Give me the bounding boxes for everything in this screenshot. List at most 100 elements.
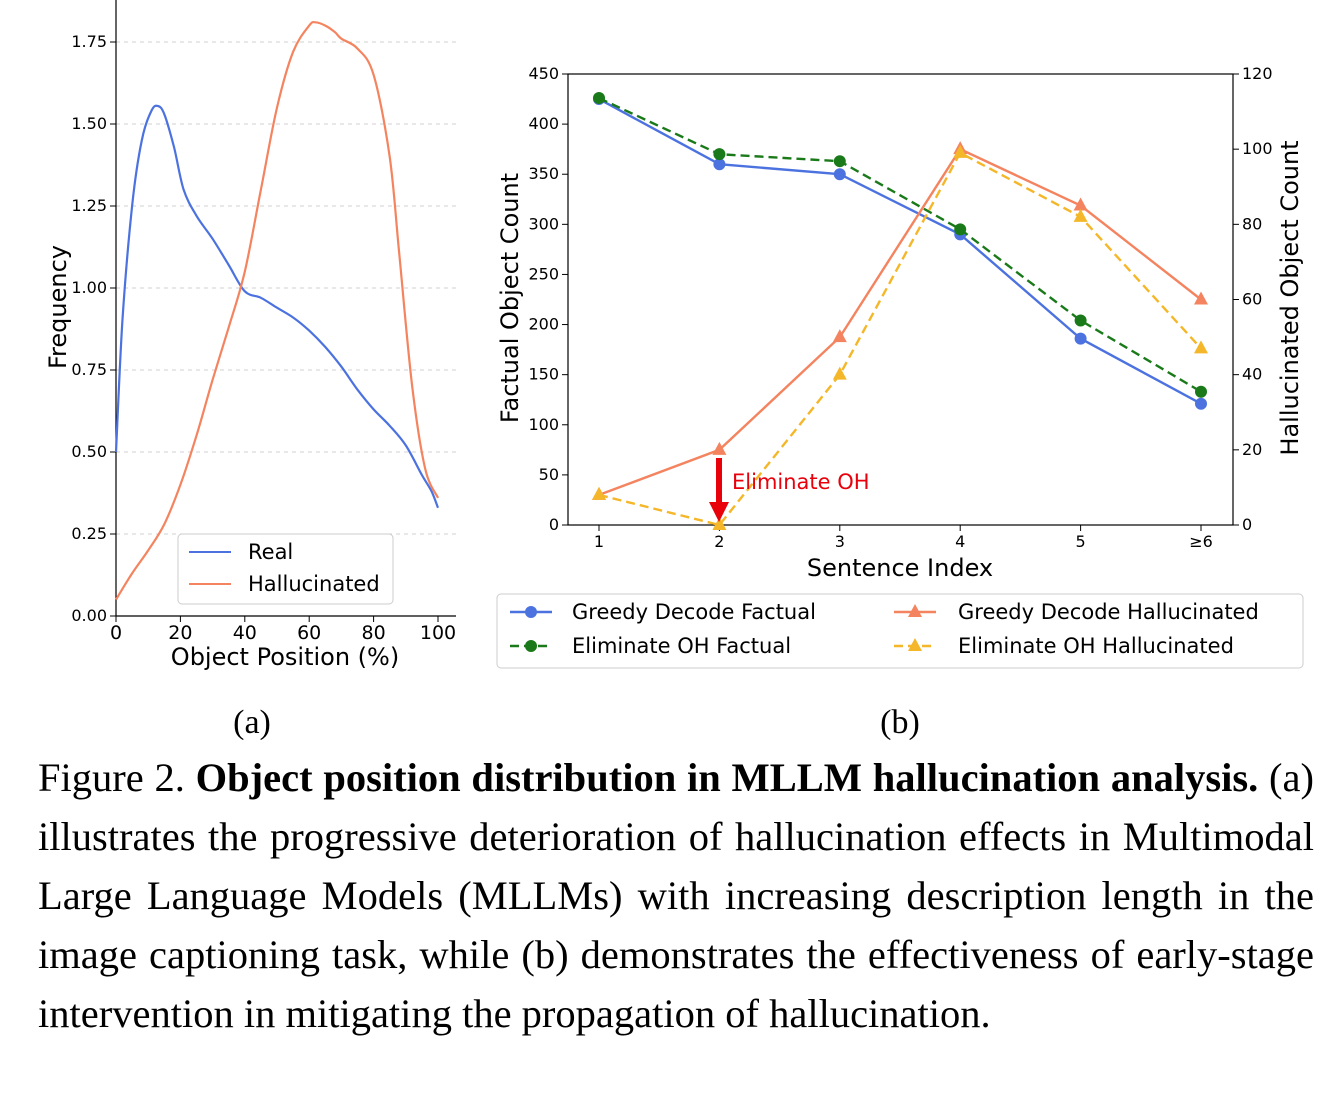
data-point-greedy-decode-hallucinated bbox=[712, 441, 727, 455]
legend-label-eliminate-hallucinated: Eliminate OH Hallucinated bbox=[958, 634, 1234, 658]
x-tick-label: 5 bbox=[1076, 532, 1086, 551]
legend-label-greedy-hallucinated: Greedy Decode Hallucinated bbox=[958, 600, 1259, 624]
chart-a: 0.00 0.25 0.50 0.75 1.00 1.25 1.50 1.75 0 20 40 60… bbox=[44, 0, 456, 740]
y-left-tick-label: 100 bbox=[528, 415, 559, 434]
x-tick-label: 2 bbox=[714, 532, 724, 551]
chart-a-x-label: Object Position (%) bbox=[171, 643, 399, 671]
y-tick-label: 1.50 bbox=[71, 114, 107, 133]
chart-b: 0 50 100 150 200 250 300 350 400 450 0 20 40 60 80 100… bbox=[496, 64, 1304, 740]
annotation-eliminate-oh: Eliminate OH bbox=[709, 458, 870, 522]
x-tick-label: 20 bbox=[168, 622, 192, 644]
y-tick-label: 1.25 bbox=[71, 196, 107, 215]
caption-title: Object position distribution in MLLM hal… bbox=[195, 755, 1259, 800]
legend-marker-eliminate-oh-hallucinated bbox=[908, 638, 922, 651]
chart-b-y-ticks-left: 0 50 100 150 200 250 300 350 400 450 bbox=[528, 64, 568, 534]
y-left-tick-label: 150 bbox=[528, 365, 559, 384]
chart-a-legend-box bbox=[177, 533, 394, 605]
x-tick-label: 1 bbox=[594, 532, 604, 551]
legend-marker-greedy-decode-hallucinated bbox=[908, 604, 922, 617]
data-point-greedy-decode-factual bbox=[1074, 332, 1087, 345]
chart-a-grid bbox=[116, 41, 456, 535]
y-tick-label: 1.00 bbox=[71, 278, 107, 297]
data-point-greedy-decode-factual bbox=[713, 158, 726, 171]
data-point-eliminate-oh-hallucinated bbox=[1194, 340, 1208, 354]
y-left-tick-label: 400 bbox=[528, 114, 559, 133]
chart-a-legend: Real Hallucinated bbox=[177, 533, 394, 605]
y-right-tick-label: 20 bbox=[1242, 440, 1262, 459]
data-point-eliminate-oh-factual bbox=[593, 92, 605, 105]
x-tick-label: 40 bbox=[233, 622, 257, 644]
chart-b-frame bbox=[567, 73, 1234, 526]
figure-canvas: 0.000.250.500.751.001.251.501.75 0 20 40 60… bbox=[44, 0, 1304, 740]
y-left-tick-label: 50 bbox=[539, 465, 559, 484]
series-line-eliminate-oh-factual bbox=[598, 97, 1202, 393]
figure-caption: Figure 2. Object position distribution i… bbox=[38, 748, 1314, 1043]
y-tick-label: 0.50 bbox=[71, 442, 107, 461]
x-tick-label: 100 bbox=[420, 622, 456, 644]
series-line-eliminate-oh-hallucinated bbox=[598, 151, 1202, 527]
chart-b-y-label-left: Factual Object Count bbox=[496, 173, 524, 423]
data-point-eliminate-oh-hallucinated bbox=[953, 144, 968, 158]
caption-body: (a) illustrates the progressive deterior… bbox=[38, 755, 1314, 1036]
x-tick-label: 3 bbox=[835, 532, 845, 551]
caption-prefix: Figure 2. bbox=[38, 755, 185, 800]
chart-a-y-label: Frequency bbox=[44, 245, 72, 369]
x-tick-label: ≥6 bbox=[1189, 532, 1213, 551]
annotation-arrow-head bbox=[709, 502, 729, 522]
chart-b-y-label-right: Hallucinated Object Count bbox=[1276, 140, 1304, 455]
data-point-eliminate-oh-factual bbox=[1195, 385, 1207, 398]
chart-b-x-ticks: 1 2 3 4 5 ≥6 bbox=[594, 525, 1213, 551]
chart-b-legend-marks bbox=[510, 604, 936, 652]
data-point-greedy-decode-factual bbox=[833, 168, 846, 181]
legend-marker-greedy-decode-factual bbox=[525, 606, 537, 618]
y-right-tick-label: 40 bbox=[1242, 365, 1262, 384]
chart-a-y-ticks: 0.00 0.25 0.50 0.75 1.00 1.25 1.50 1.75 bbox=[71, 32, 116, 625]
y-left-tick-label: 0 bbox=[549, 515, 559, 534]
y-left-tick-label: 250 bbox=[528, 264, 559, 283]
x-tick-label: 60 bbox=[297, 622, 321, 644]
data-point-greedy-decode-factual bbox=[1195, 397, 1207, 410]
chart-b-legend: Greedy Decode Factual Eliminate OH Factu… bbox=[496, 593, 1304, 669]
legend-label-eliminate-factual: Eliminate OH Factual bbox=[572, 634, 791, 658]
y-tick-label: 0.75 bbox=[71, 360, 107, 379]
y-right-tick-label: 120 bbox=[1242, 64, 1273, 83]
data-point-greedy-decode-hallucinated bbox=[1073, 197, 1088, 211]
data-point-eliminate-oh-factual bbox=[1074, 314, 1087, 327]
x-tick-label: 80 bbox=[362, 622, 386, 644]
chart-a-x-ticks: 0 20 40 60 80 100 bbox=[110, 616, 456, 644]
series-line-greedy-decode-hallucinated bbox=[598, 147, 1202, 497]
legend-marker-eliminate-oh-factual bbox=[525, 640, 537, 652]
chart-b-y-ticks-right: 0 20 40 60 80 100 120 bbox=[1233, 64, 1273, 534]
panel-label-a: (a) bbox=[233, 704, 271, 740]
x-tick-label: 4 bbox=[955, 532, 965, 551]
data-point-eliminate-oh-factual bbox=[833, 155, 846, 168]
y-right-tick-label: 60 bbox=[1242, 290, 1262, 309]
legend-label-real: Real bbox=[248, 540, 293, 564]
legend-label-greedy-factual: Greedy Decode Factual bbox=[572, 600, 816, 624]
y-left-tick-label: 350 bbox=[528, 164, 559, 183]
chart-a-series bbox=[114, 20, 440, 601]
data-point-eliminate-oh-hallucinated bbox=[1073, 208, 1088, 222]
series-line-real bbox=[114, 104, 440, 509]
series-line-greedy-decode-factual bbox=[598, 98, 1202, 405]
chart-b-x-label: Sentence Index bbox=[807, 554, 993, 582]
y-right-tick-label: 0 bbox=[1242, 515, 1252, 534]
y-left-tick-label: 200 bbox=[528, 315, 559, 334]
panel-label-b: (b) bbox=[880, 704, 920, 740]
x-tick-label: 0 bbox=[110, 622, 122, 644]
data-point-eliminate-oh-hallucinated bbox=[832, 366, 847, 380]
data-point-greedy-decode-hallucinated bbox=[832, 329, 847, 343]
y-tick-label: 1.75 bbox=[71, 32, 107, 51]
data-point-eliminate-oh-hallucinated bbox=[712, 517, 727, 530]
data-point-greedy-decode-hallucinated bbox=[1194, 291, 1208, 305]
y-left-tick-label: 450 bbox=[528, 64, 559, 83]
y-tick-label: 0.00 bbox=[71, 606, 107, 625]
y-tick-label: 0.25 bbox=[71, 524, 107, 543]
data-point-eliminate-oh-hallucinated bbox=[592, 486, 606, 500]
y-right-tick-label: 100 bbox=[1242, 139, 1273, 158]
series-line-hallucinated bbox=[115, 20, 440, 601]
y-right-tick-label: 80 bbox=[1242, 214, 1262, 233]
y-left-tick-label: 300 bbox=[528, 214, 559, 233]
annotation-text: Eliminate OH bbox=[732, 470, 870, 494]
chart-b-legend-box bbox=[496, 593, 1304, 669]
